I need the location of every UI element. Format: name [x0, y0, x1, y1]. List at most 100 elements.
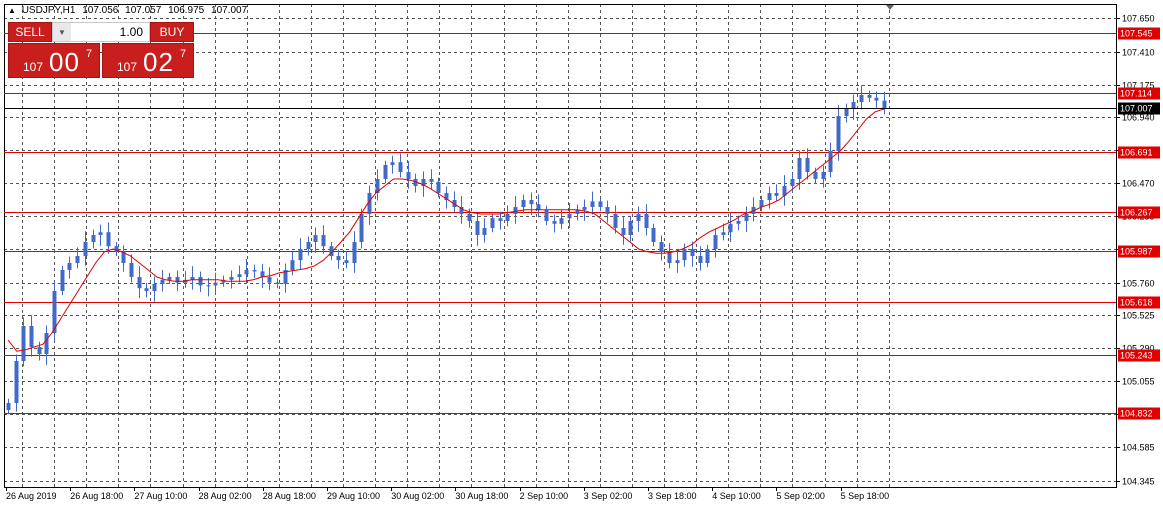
symbol-label: USDJPY,H1	[21, 5, 76, 16]
sell-button[interactable]: SELL	[8, 22, 52, 42]
candle	[52, 291, 57, 333]
x-tick-label: 28 Aug 18:00	[263, 491, 316, 501]
y-tick-label: 105.055	[1122, 377, 1155, 387]
price-level-label-bg	[1118, 206, 1160, 219]
candle	[813, 172, 818, 179]
chart-shift-marker-icon[interactable]	[886, 5, 894, 10]
candle	[413, 179, 418, 186]
price-level-label: 105.243	[1120, 351, 1153, 361]
price-level-label-bg	[1118, 349, 1160, 362]
high-value: 107.057	[125, 5, 162, 16]
x-tick-label: 26 Aug 2019	[6, 491, 57, 501]
buy-button[interactable]: BUY	[150, 22, 194, 42]
price-level-label-bg	[1118, 296, 1160, 309]
candle	[60, 270, 65, 291]
candle	[582, 207, 587, 210]
candle	[206, 285, 211, 287]
candle	[690, 249, 695, 256]
candle	[260, 271, 265, 277]
one-click-trade-panel: SELL ▼ 1.00 BUY 107 00 7 107 02 7	[8, 22, 194, 78]
y-tick-label: 104.345	[1122, 477, 1155, 487]
candle	[467, 214, 472, 221]
candle	[336, 256, 341, 261]
collapse-triangle-icon[interactable]: ▲	[8, 6, 16, 15]
candle	[221, 279, 226, 283]
candle	[298, 249, 303, 261]
candle	[267, 277, 272, 283]
candle	[828, 151, 833, 172]
moving-average-line	[7, 108, 885, 352]
candle	[728, 223, 733, 233]
price-level-label: 104.832	[1120, 409, 1153, 419]
candle	[698, 256, 703, 263]
candle	[836, 116, 841, 151]
y-tick-label: 106.940	[1122, 113, 1155, 123]
candle	[821, 172, 826, 179]
candle	[575, 209, 580, 214]
candle	[521, 200, 526, 207]
candle	[590, 201, 595, 207]
candle	[83, 242, 88, 256]
buy-price-prefix: 107	[117, 60, 138, 74]
candle	[544, 209, 549, 221]
open-value: 107.056	[82, 5, 119, 16]
chart-header: ▲ USDJPY,H1 107.056 107.057 106.975 107.…	[8, 5, 251, 16]
candle	[283, 270, 288, 284]
candle	[198, 277, 203, 286]
lot-size-field[interactable]: 1.00	[119, 25, 143, 39]
candle	[744, 214, 749, 221]
candle	[398, 162, 403, 172]
price-level-label: 107.545	[1120, 29, 1153, 39]
price-level-label-bg	[1118, 27, 1160, 40]
candle	[667, 251, 672, 263]
candle	[290, 260, 295, 270]
current-price-label: 107.007	[1120, 104, 1153, 114]
candle	[321, 235, 326, 247]
candle	[805, 158, 810, 172]
candle	[121, 251, 126, 263]
x-tick-label: 27 Aug 10:00	[134, 491, 187, 501]
candle	[21, 326, 26, 361]
candle	[252, 270, 257, 272]
candle	[721, 232, 726, 235]
candle	[429, 179, 434, 182]
candle	[421, 179, 426, 186]
candle	[75, 256, 80, 263]
candle	[359, 214, 364, 242]
candle	[152, 284, 157, 291]
candle	[782, 186, 787, 196]
candle	[383, 165, 388, 179]
x-tick-label: 2 Sep 10:00	[520, 491, 569, 501]
candle	[67, 263, 72, 270]
current-price-label-bg	[1118, 102, 1160, 115]
x-tick-label: 30 Aug 02:00	[391, 491, 444, 501]
price-level-label: 107.114	[1120, 89, 1152, 99]
candle	[790, 179, 795, 186]
candle	[513, 207, 518, 214]
candle	[244, 270, 249, 275]
y-tick-label: 106.470	[1122, 179, 1155, 189]
y-tick-label: 105.290	[1122, 344, 1155, 354]
candle	[774, 193, 779, 196]
candle	[406, 172, 411, 179]
close-value: 107.007	[211, 5, 248, 16]
price-level-label-bg	[1118, 245, 1160, 258]
y-tick-label: 105.760	[1122, 279, 1155, 289]
price-level-label: 105.618	[1120, 298, 1153, 308]
candle	[459, 207, 464, 214]
candle	[713, 235, 718, 249]
lot-decrease-icon[interactable]: ▼	[53, 23, 71, 41]
price-level-label-bg	[1118, 146, 1160, 159]
candle	[505, 214, 510, 221]
x-tick-label: 4 Sep 10:00	[712, 491, 761, 501]
buy-price-button[interactable]: 107 02 7	[102, 43, 194, 78]
candle	[6, 403, 11, 410]
plot-frame	[4, 4, 1117, 488]
candle	[167, 277, 172, 280]
x-tick-label: 29 Aug 10:00	[327, 491, 380, 501]
candle	[851, 102, 856, 109]
sell-price-button[interactable]: 107 00 7	[8, 43, 100, 78]
candle	[114, 246, 119, 252]
